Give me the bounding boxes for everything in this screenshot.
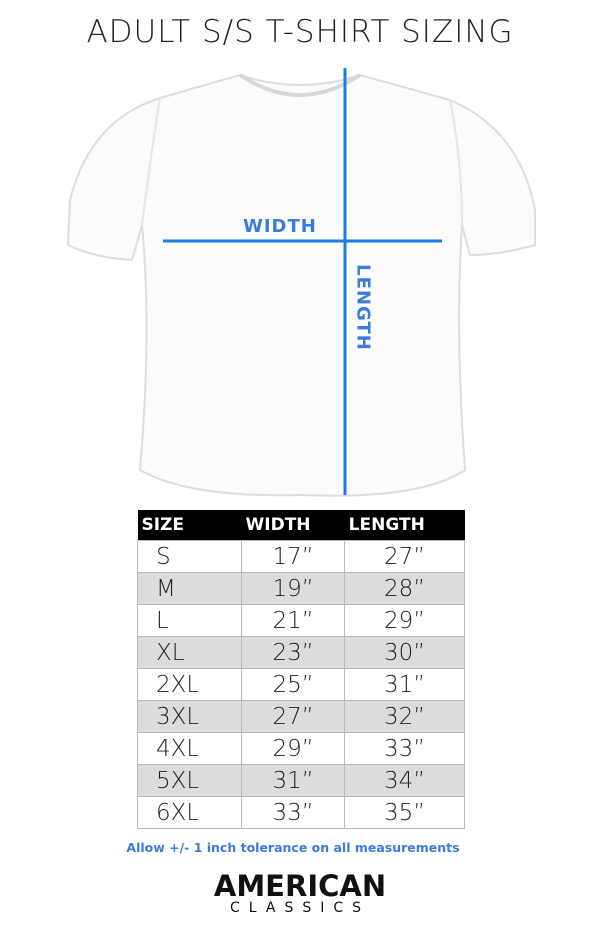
size-table: SIZE WIDTH LENGTH S 17” 27” M 19” 28” L 21” 29” X… [137, 510, 465, 829]
size-cell: 3XL [137, 700, 242, 733]
table-row: L 21” 29” [137, 604, 465, 637]
length-cell: 30” [344, 636, 465, 669]
header-width: WIDTH [241, 510, 345, 541]
size-cell: 6XL [137, 796, 242, 829]
table-row: 2XL 25” 31” [137, 668, 465, 701]
header-length: LENGTH [344, 510, 465, 541]
page-title: ADULT S/S T-SHIRT SIZING [86, 14, 514, 50]
table-row: M 19” 28” [137, 572, 465, 605]
table-row: 4XL 29” 33” [137, 732, 465, 765]
width-cell: 27” [240, 700, 346, 733]
brand-logo-line1: AMERICAN [213, 869, 387, 903]
size-cell: M [137, 572, 242, 605]
length-cell: 29” [344, 604, 465, 637]
length-cell: 33” [344, 732, 465, 765]
length-cell: 32” [344, 700, 465, 733]
brand-logo-line2: CLASSICS [229, 900, 371, 916]
t-shirt-image [66, 68, 536, 497]
width-cell: 25” [240, 668, 346, 701]
table-row: 6XL 33” 35” [137, 796, 465, 829]
table-header: SIZE WIDTH LENGTH [137, 510, 465, 541]
length-label: LENGTH [352, 264, 374, 351]
length-cell: 35” [344, 796, 465, 829]
width-cell: 31” [240, 764, 346, 797]
size-cell: 4XL [137, 732, 242, 765]
length-cell: 34” [344, 764, 465, 797]
width-cell: 19” [240, 572, 346, 605]
table-row: 5XL 31” 34” [137, 764, 465, 797]
t-shirt-body [66, 73, 536, 497]
header-size: SIZE [137, 510, 242, 541]
width-cell: 29” [240, 732, 346, 765]
size-cell: XL [137, 636, 242, 669]
size-cell: 5XL [137, 764, 242, 797]
width-cell: 17” [240, 540, 346, 573]
length-cell: 27” [344, 540, 465, 573]
size-cell: L [137, 604, 242, 637]
width-cell: 33” [240, 796, 346, 829]
width-cell: 21” [240, 604, 346, 637]
tolerance-note: Allow +/- 1 inch tolerance on all measur… [126, 840, 460, 855]
t-shirt-collar [238, 73, 362, 97]
table-row: 3XL 27” 32” [137, 700, 465, 733]
table-row: XL 23” 30” [137, 636, 465, 669]
width-cell: 23” [240, 636, 346, 669]
length-cell: 31” [344, 668, 465, 701]
table-row: S 17” 27” [137, 540, 465, 573]
width-label: WIDTH [243, 216, 317, 237]
size-cell: S [137, 540, 242, 573]
length-cell: 28” [344, 572, 465, 605]
size-cell: 2XL [137, 668, 242, 701]
